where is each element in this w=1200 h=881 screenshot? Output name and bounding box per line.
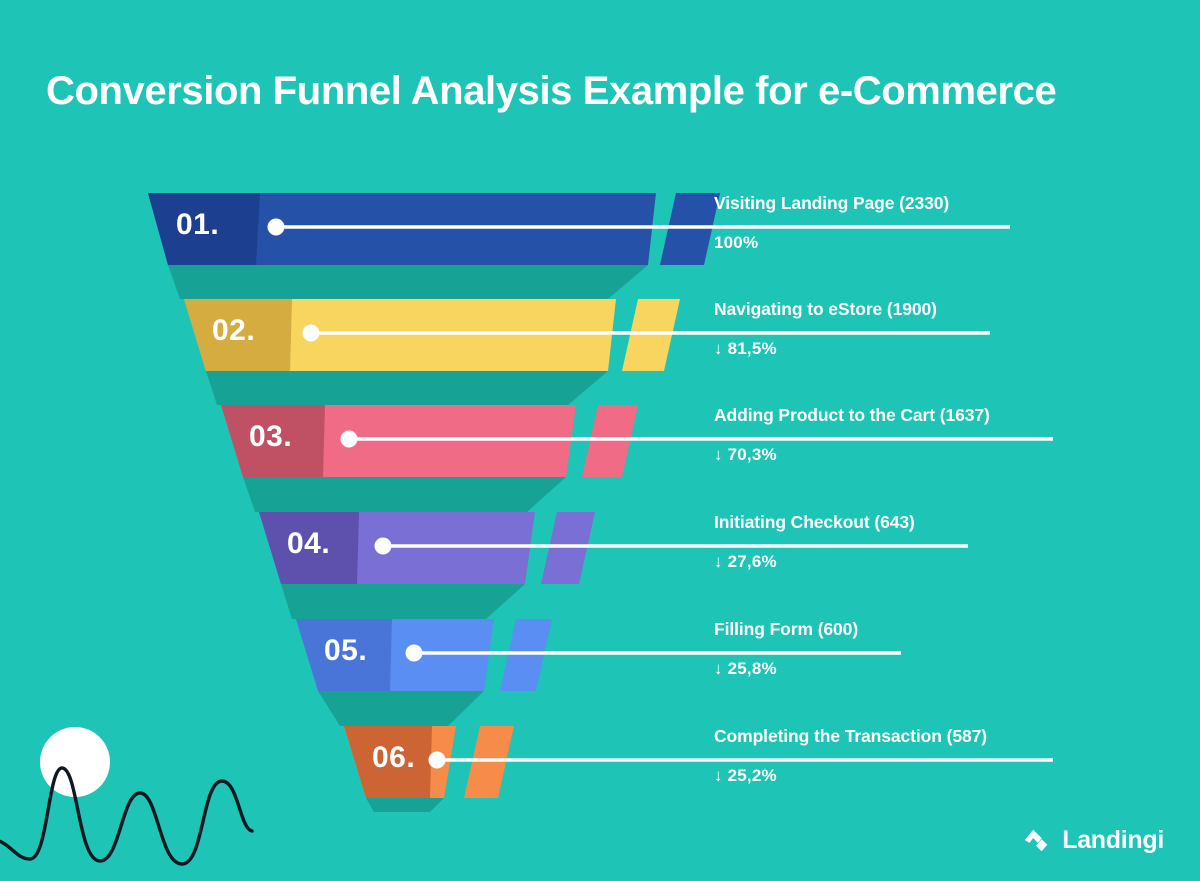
funnel-bar-sliver	[582, 405, 638, 477]
funnel-cap-shadow	[206, 371, 314, 405]
funnel-label-title: Initiating Checkout (643)	[714, 512, 915, 532]
funnel-bar-sliver	[464, 726, 514, 798]
funnel-label-title: Filling Form (600)	[714, 619, 859, 639]
funnel-bar[interactable]	[184, 299, 616, 371]
funnel-leader-dot	[428, 751, 446, 769]
funnel-connector-shadow	[206, 371, 608, 405]
funnel-label-block-3: Adding Product to the Cart (1637) ↓ 70,3%	[714, 405, 990, 465]
funnel-label-block-5: Filling Form (600) ↓ 25,8%	[714, 619, 859, 679]
funnel-step-4[interactable]	[259, 512, 595, 584]
funnel-connector-shadow	[168, 265, 648, 299]
funnel-label-block-1: Visiting Landing Page (2330) 100%	[714, 193, 950, 253]
funnel-label-percent: ↓ 81,5%	[714, 339, 777, 359]
landingi-diamond-icon	[1024, 829, 1048, 852]
funnel-step-5[interactable]	[296, 619, 552, 691]
page-title: Conversion Funnel Analysis Example for e…	[46, 69, 1057, 113]
funnel-label-title: Adding Product to the Cart (1637)	[714, 405, 990, 425]
funnel-label-percent: ↓ 27,6%	[714, 552, 777, 572]
funnel-step-2[interactable]	[184, 299, 680, 371]
decor-circle	[40, 727, 110, 797]
funnel-step-number-6: 06.	[372, 741, 416, 774]
funnel-step-1[interactable]	[148, 193, 720, 265]
funnel-bar-sliver	[622, 299, 680, 371]
funnel-cap-shadow	[243, 477, 347, 512]
funnel-leader-dot	[302, 324, 320, 342]
funnel-bar-cap	[344, 726, 432, 798]
funnel-bar-sliver	[660, 193, 720, 265]
funnel-leader-dot	[267, 218, 285, 236]
funnel-step-number-4: 04.	[287, 527, 331, 560]
funnel-bar-sliver	[500, 619, 552, 691]
decor-wave-path	[0, 766, 254, 866]
funnel-label-block-2: Navigating to eStore (1900) ↓ 81,5%	[714, 299, 937, 359]
funnel-step-3[interactable]	[221, 405, 638, 477]
funnel-bar[interactable]	[148, 193, 656, 265]
funnel-label-title: Completing the Transaction (587)	[714, 726, 987, 746]
funnel-cap-shadow	[168, 265, 280, 299]
brand-logo: Landingi	[1021, 825, 1164, 855]
brand-name: Landingi	[1062, 825, 1164, 854]
funnel-step-number-5: 05.	[324, 634, 368, 667]
funnel-bar-sliver	[541, 512, 595, 584]
funnel-leader-dot	[340, 430, 358, 448]
funnel-cap-shadow	[281, 584, 381, 619]
funnel-step-6[interactable]	[344, 726, 514, 798]
funnel-bar-cap	[148, 193, 260, 265]
funnel-step-number-2: 02.	[212, 314, 256, 347]
funnel-label-title: Visiting Landing Page (2330)	[714, 193, 950, 213]
funnel-bar-cap	[259, 512, 359, 584]
funnel-label-percent: ↓ 25,2%	[714, 766, 777, 786]
funnel-leader-dot	[405, 644, 423, 662]
funnel-bar-cap	[296, 619, 392, 691]
funnel-label-block-4: Initiating Checkout (643) ↓ 27,6%	[714, 512, 915, 572]
funnel-step-number-1: 01.	[176, 208, 220, 241]
funnel-bottom-shadow	[366, 798, 444, 812]
funnel-label-percent: ↓ 70,3%	[714, 445, 777, 465]
funnel-leader-dot	[374, 537, 392, 555]
funnel-label-percent: 100%	[714, 233, 759, 253]
funnel-label-percent: ↓ 25,8%	[714, 659, 777, 679]
funnel-step-number-3: 03.	[249, 420, 293, 453]
decorative-wave-group	[0, 727, 254, 866]
funnel-bar-cap	[184, 299, 292, 371]
funnel-label-title: Navigating to eStore (1900)	[714, 299, 937, 319]
funnel-cap-shadow	[318, 691, 414, 726]
funnel-label-block-6: Completing the Transaction (587) ↓ 25,2%	[714, 726, 987, 786]
funnel-bar-cap	[221, 405, 325, 477]
